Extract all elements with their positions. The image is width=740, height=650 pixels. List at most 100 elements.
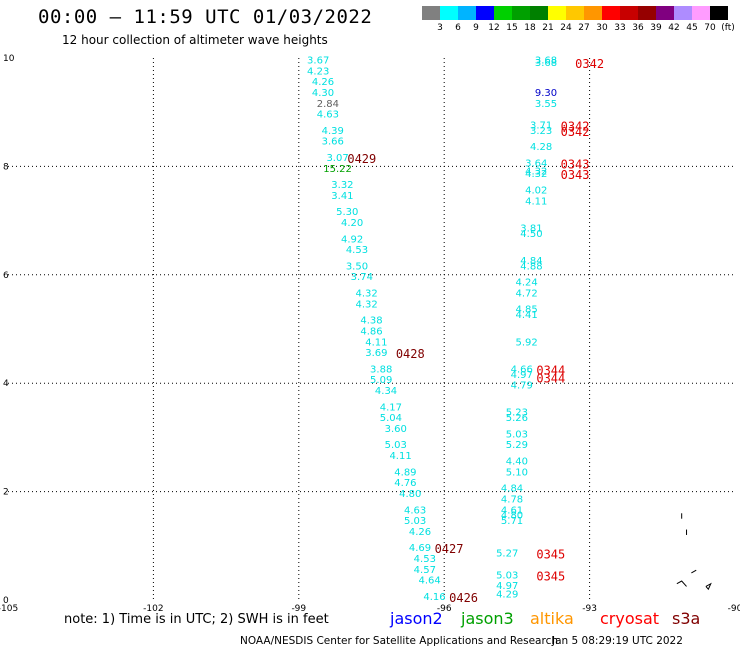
colorbar-swatch [512, 6, 530, 20]
wave-height-label: 4.97 [496, 581, 518, 592]
wave-height-label: 4.61 [501, 505, 523, 516]
wave-height-label: 2.84 [317, 99, 339, 110]
y-tick-label: 4 [3, 379, 9, 389]
coastline-fragments [676, 513, 712, 591]
wave-height-label: 3.69 [365, 348, 387, 359]
wave-height-label: 4.80 [501, 511, 523, 522]
pass-time-label: 0343 [561, 157, 590, 171]
colorbar-label: 33 [614, 23, 625, 33]
pass-time-labels: 0429042804270426034203420342034303430344… [347, 57, 604, 605]
wave-height-label: 4.26 [409, 527, 431, 538]
x-tick-label: -102 [143, 604, 163, 614]
wave-height-values: 3.674.234.264.302.844.634.393.663.0715.2… [307, 55, 557, 603]
wave-height-label: 4.89 [394, 467, 416, 478]
wave-height-label: 4.50 [520, 229, 542, 240]
wave-height-label: 5.10 [506, 467, 528, 478]
wave-height-label: 4.11 [389, 451, 411, 462]
generation-timestamp: Jan 5 08:29:19 UTC 2022 [552, 635, 683, 647]
y-tick-label: 10 [3, 54, 15, 64]
wave-height-label: 5.29 [506, 440, 528, 451]
colorbar-label: 24 [560, 23, 572, 33]
wave-height-label: 3.07 [326, 153, 348, 164]
wave-height-label: 4.57 [414, 565, 436, 576]
pass-time-label: 0345 [536, 548, 565, 562]
pass-time-label: 0343 [561, 168, 590, 182]
pass-time-label: 0345 [536, 569, 565, 583]
colorbar-label: 12 [488, 23, 499, 33]
wave-height-label: 4.02 [525, 186, 547, 197]
chart-subtitle: 12 hour collection of altimeter wave hei… [62, 33, 328, 47]
wave-height-label: 4.11 [365, 337, 387, 348]
wave-height-label: 5.03 [404, 516, 426, 527]
colorbar-swatch [638, 6, 656, 20]
wave-height-label: 3.23 [530, 126, 552, 137]
wave-height-label: 4.78 [501, 494, 523, 505]
wave-height-label: 4.11 [525, 196, 547, 207]
colorbar-swatch [602, 6, 620, 20]
pass-time-label: 0427 [435, 542, 464, 556]
wave-height-label: 4.20 [341, 218, 363, 229]
wave-height-label: 3.67 [307, 55, 329, 66]
colorbar-label: 21 [542, 23, 553, 33]
coastline-fragment [705, 582, 712, 591]
pass-time-label: 0429 [347, 152, 376, 166]
wave-height-label: 4.26 [312, 77, 334, 88]
wave-height-label: 3.32 [331, 180, 353, 191]
colorbar-label: (ft) [721, 23, 735, 33]
coastline-fragment [691, 569, 697, 574]
wave-height-label: 4.72 [515, 288, 537, 299]
colorbar-label: 45 [686, 23, 697, 33]
wave-height-label: 4.28 [530, 142, 552, 153]
wave-height-label: 4.39 [322, 126, 344, 137]
y-tick-label: 8 [3, 162, 9, 172]
wave-height-label: 4.41 [515, 310, 537, 321]
colorbar-swatch [476, 6, 494, 20]
colorbar-label: 9 [473, 23, 479, 33]
wave-height-label: 3.88 [370, 364, 392, 375]
wave-height-label: 3.68 [535, 58, 557, 69]
wave-height-label: 4.80 [399, 489, 421, 500]
wave-height-label: 4.66 [511, 364, 533, 375]
wave-height-label: 3.60 [385, 424, 407, 435]
wave-height-label: 5.30 [336, 207, 358, 218]
colorbar-label: 3 [437, 23, 443, 33]
wave-height-label: 4.17 [380, 402, 402, 413]
wave-height-label: 3.50 [346, 261, 368, 272]
colorbar-swatch [656, 6, 674, 20]
wave-height-label: 4.32 [525, 167, 547, 178]
color-scale-legend: 3 6 9 12 15 18 21 24 27 30 33 36 39 42 45 70 (ft) [422, 6, 735, 33]
mission-label-jason3: jason3 [461, 609, 514, 628]
wave-height-label: 5.92 [515, 337, 537, 348]
wave-height-label: 4.34 [375, 386, 397, 397]
wave-height-label: 4.24 [515, 278, 537, 289]
colorbar-swatch [674, 6, 692, 20]
wave-height-label: 4.32 [356, 288, 378, 299]
x-axis-ticks: -105 -102 -99 -96 -93 -90 [0, 604, 740, 614]
wave-height-label: 4.32 [525, 169, 547, 180]
colorbar-swatch [692, 6, 710, 20]
wave-height-label: 4.85 [515, 305, 537, 316]
colorbar-swatch [458, 6, 476, 20]
colorbar-label: 70 [704, 23, 716, 33]
wave-height-label: 3.71 [530, 120, 552, 131]
wave-height-label: 4.76 [394, 478, 416, 489]
wave-height-label: 4.32 [356, 299, 378, 310]
wave-height-label: 3.64 [525, 158, 547, 169]
wave-height-label: 3.41 [331, 191, 353, 202]
wave-height-label: 4.38 [360, 316, 382, 327]
wave-height-label: 5.26 [506, 413, 528, 424]
wave-height-label: 4.86 [360, 326, 382, 337]
wave-height-label: 5.03 [496, 570, 518, 581]
wave-height-label: 5.04 [380, 413, 402, 424]
wave-height-label: 3.74 [351, 272, 373, 283]
chart-title: 00:00 – 11:59 UTC 01/03/2022 [38, 6, 373, 28]
x-tick-label: -90 [728, 604, 740, 614]
colorbar-label: 27 [578, 23, 589, 33]
wave-height-label: 5.71 [501, 516, 523, 527]
credit-line: NOAA/NESDIS Center for Satellite Applica… [240, 635, 558, 647]
wave-height-label: 4.63 [404, 505, 426, 516]
mission-label-altika: altika [530, 609, 574, 628]
pass-time-label: 0342 [561, 125, 590, 139]
pass-time-label: 0428 [396, 347, 425, 361]
